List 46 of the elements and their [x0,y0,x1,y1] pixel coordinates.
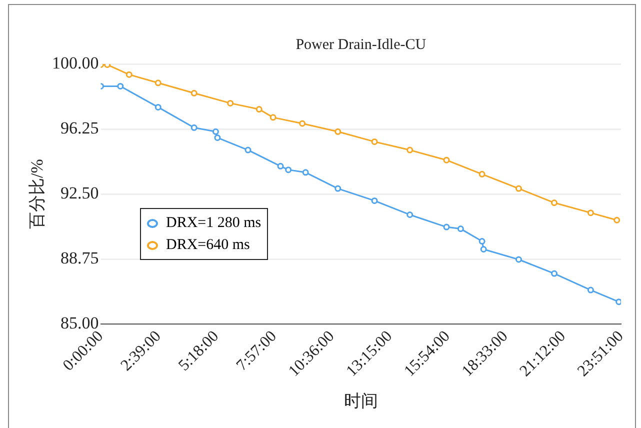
legend-label: DRX=1 280 ms [166,214,262,232]
point [457,226,464,232]
point [406,211,414,218]
point [270,114,276,121]
point [190,90,198,96]
point [154,80,162,86]
point [480,246,487,253]
y-axis-title: 百分比/% [27,159,46,230]
point [443,224,450,230]
point [551,270,558,277]
point [117,82,124,90]
point [334,185,342,192]
y-tick-label: 96.25 [60,118,99,138]
point [126,71,132,78]
point [551,200,558,206]
point [371,138,378,145]
point [154,104,162,110]
x-axis-title: 时间 [344,391,378,410]
y-tick-label: 92.50 [60,184,99,203]
point [285,166,292,174]
y-tick-label: 88.75 [60,248,99,268]
point [299,120,306,127]
point [212,128,219,135]
point [334,128,342,135]
point [371,197,378,204]
legend-label: DRX=640 ms [166,236,250,254]
point [478,170,486,178]
point [302,169,309,176]
y-tick-label: 85.00 [60,314,99,333]
point [616,298,621,306]
point [190,124,198,131]
point [515,256,522,263]
point [406,146,414,154]
point [214,134,221,141]
point [256,106,262,113]
y-tick-label: 100.00 [52,53,99,72]
point [478,238,486,245]
point [244,146,252,154]
point [277,162,284,170]
point [515,185,522,192]
point [614,216,620,224]
point [587,210,594,216]
chart-title: Power Drain-Idle-CU [296,36,426,53]
point [227,100,234,106]
point [587,286,594,294]
point [443,156,450,164]
